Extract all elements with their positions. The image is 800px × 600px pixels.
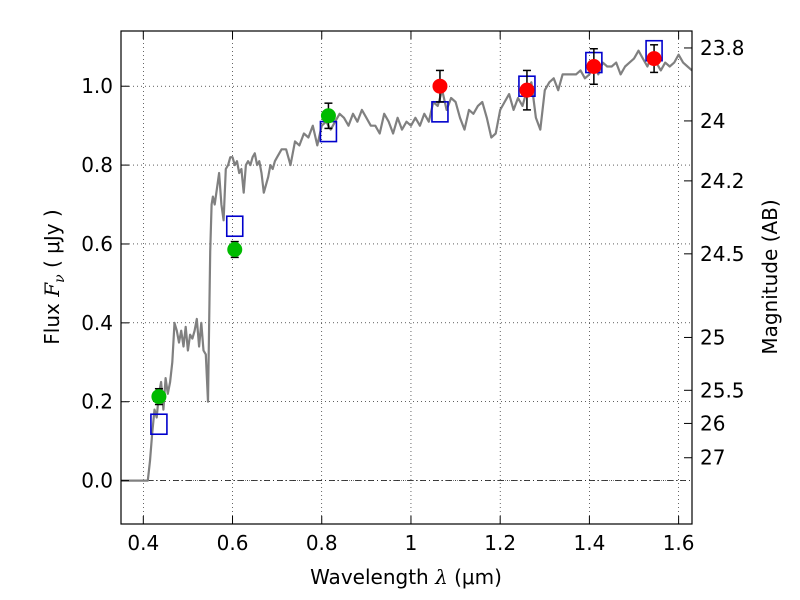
right-axis-title: Magnitude (AB) bbox=[758, 199, 782, 354]
right-tick-label: 27 bbox=[700, 446, 725, 470]
model-spectrum-line bbox=[121, 49, 692, 482]
x-tick-label: 1.6 bbox=[663, 531, 695, 555]
right-tick-label: 24.5 bbox=[700, 242, 745, 266]
green-photometry-point bbox=[320, 108, 336, 124]
y-axis-ticks: 0.0 0.2 0.4 0.6 0.8 1.0 bbox=[81, 74, 129, 493]
model-band-square bbox=[225, 215, 244, 238]
y-tick-label: 0.8 bbox=[81, 153, 113, 177]
x-tick-label: 0.4 bbox=[127, 531, 159, 555]
right-tick-label: 25.5 bbox=[700, 378, 745, 402]
right-tick-label: 24 bbox=[700, 109, 725, 133]
plot-area bbox=[121, 39, 692, 482]
right-tick-label: 25 bbox=[700, 325, 725, 349]
x-tick-label: 1 bbox=[405, 531, 418, 555]
red-photometry-point bbox=[646, 51, 662, 67]
y-tick-label: 0.6 bbox=[81, 232, 113, 256]
right-tick-label: 23.8 bbox=[700, 36, 745, 60]
x-tick-label: 1.4 bbox=[573, 531, 605, 555]
y-axis-title: Flux Fν ( μJy ) bbox=[40, 209, 68, 344]
red-photometry-point bbox=[432, 78, 448, 94]
green-photometry-point bbox=[227, 241, 243, 257]
x-tick-label: 0.8 bbox=[306, 531, 338, 555]
y-tick-label: 0.2 bbox=[81, 390, 113, 414]
red-photometry-point bbox=[586, 58, 602, 74]
x-tick-label: 0.6 bbox=[217, 531, 249, 555]
y-tick-label: 1.0 bbox=[81, 74, 113, 98]
right-axis-ticks: 23.8 24 24.2 24.5 25 25.5 26 27 bbox=[684, 36, 745, 470]
x-tick-label: 1.2 bbox=[484, 531, 516, 555]
x-axis-ticks: 0.4 0.6 0.8 1 1.2 1.4 1.6 bbox=[127, 31, 695, 555]
y-tick-label: 0.4 bbox=[81, 311, 113, 335]
y-tick-label: 0.0 bbox=[81, 469, 113, 493]
model-band-square bbox=[150, 413, 168, 436]
right-tick-label: 24.2 bbox=[700, 169, 745, 193]
axes-box bbox=[120, 30, 693, 525]
right-tick-label: 26 bbox=[700, 411, 725, 435]
x-axis-title: Wavelength λ (μm) bbox=[310, 565, 502, 589]
plot-frame bbox=[120, 30, 693, 525]
red-photometry-point bbox=[519, 82, 535, 98]
green-photometry-point bbox=[151, 389, 167, 405]
